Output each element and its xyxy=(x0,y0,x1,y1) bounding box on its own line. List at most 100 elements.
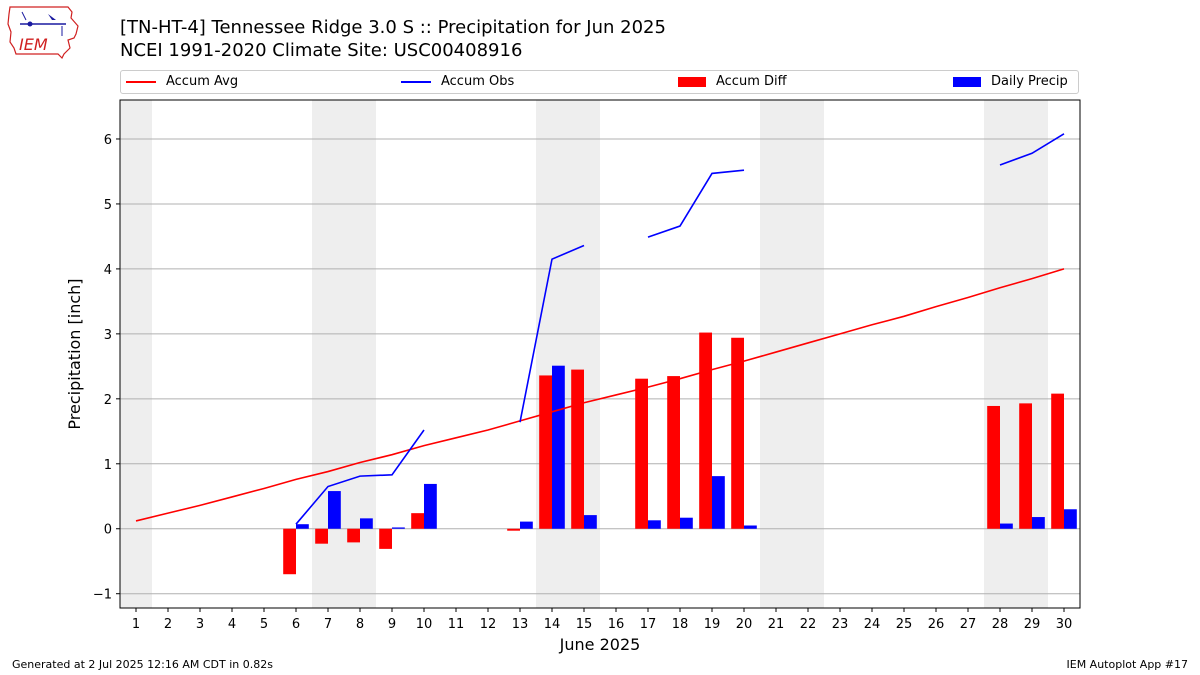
legend-label-accum-avg: Accum Avg xyxy=(166,74,239,89)
x-tick-label-26: 26 xyxy=(928,617,945,632)
x-tick-label-16: 16 xyxy=(608,617,625,632)
chart-title: [TN-HT-4] Tennessee Ridge 3.0 S :: Preci… xyxy=(120,17,666,38)
bar-accum-diff-day-6 xyxy=(283,528,296,575)
x-tick-label-6: 6 xyxy=(292,617,300,632)
bar-accum-diff-day-29 xyxy=(1019,403,1032,529)
x-tick-label-19: 19 xyxy=(704,617,721,632)
x-tick-label-5: 5 xyxy=(260,617,268,632)
line-accum-obs-segment-1 xyxy=(295,429,425,525)
legend-label-accum-diff: Accum Diff xyxy=(716,74,787,89)
bar-daily-precip-day-17 xyxy=(648,520,661,529)
bar-daily-precip-day-18 xyxy=(680,517,693,529)
line-accum-obs-segment-2 xyxy=(519,244,585,423)
legend-item-daily-precip: Daily Precip xyxy=(953,74,1068,89)
bar-daily-precip-day-13 xyxy=(520,521,533,529)
svg-text:IEM: IEM xyxy=(19,35,48,54)
iem-logo: IEM xyxy=(7,6,79,60)
line-accum-avg xyxy=(135,268,1065,522)
x-tick-label-14: 14 xyxy=(544,617,561,632)
x-tick-label-20: 20 xyxy=(736,617,753,632)
y-tick-label-6: 6 xyxy=(104,133,112,148)
weekend-shade-15 xyxy=(568,100,600,608)
x-tick-label-30: 30 xyxy=(1056,617,1073,632)
bar-daily-precip-day-9 xyxy=(392,527,405,529)
x-axis-label: June 2025 xyxy=(559,635,641,654)
x-tick-label-17: 17 xyxy=(640,617,657,632)
weekend-shade-28 xyxy=(984,100,1016,608)
bar-accum-diff-day-28 xyxy=(987,405,1000,529)
legend-swatch-daily-precip xyxy=(953,76,981,87)
y-axis-label: Precipitation [inch] xyxy=(65,278,84,429)
x-tick-label-24: 24 xyxy=(864,617,881,632)
y-tick-label--1: −1 xyxy=(93,588,112,603)
bar-daily-precip-day-7 xyxy=(328,491,341,529)
bar-accum-diff-day-13 xyxy=(507,528,520,531)
y-tick-label-4: 4 xyxy=(104,263,112,278)
weekend-shade-22 xyxy=(792,100,824,608)
weekend-shade-29 xyxy=(1016,100,1048,608)
bar-accum-diff-day-14 xyxy=(539,375,552,529)
chart-subtitle: NCEI 1991-2020 Climate Site: USC00408916 xyxy=(120,40,523,61)
bar-daily-precip-day-19 xyxy=(712,476,725,529)
axes-frame xyxy=(119,99,1081,609)
bar-daily-precip-day-30 xyxy=(1064,509,1077,529)
x-tick-label-29: 29 xyxy=(1024,617,1041,632)
weekend-shade-14 xyxy=(536,100,568,608)
bar-daily-precip-day-10 xyxy=(424,483,437,529)
legend-swatch-accum-avg xyxy=(126,80,156,83)
bar-accum-diff-day-30 xyxy=(1051,393,1064,529)
legend-item-accum-diff: Accum Diff xyxy=(678,74,787,89)
legend-item-accum-avg: Accum Avg xyxy=(126,74,238,89)
x-tick-label-22: 22 xyxy=(800,617,817,632)
x-tick-label-18: 18 xyxy=(672,617,689,632)
x-tick-label-13: 13 xyxy=(512,617,529,632)
bar-accum-diff-day-17 xyxy=(635,378,648,529)
x-tick-label-8: 8 xyxy=(356,617,364,632)
bar-accum-diff-day-19 xyxy=(699,332,712,529)
line-accum-obs-segment-3 xyxy=(647,169,745,238)
line-accum-obs-segment-4 xyxy=(999,133,1065,166)
y-tick-label-2: 2 xyxy=(104,393,112,408)
footer-app: IEM Autoplot App #17 xyxy=(1066,658,1189,671)
x-tick-label-2: 2 xyxy=(164,617,172,632)
x-tick-label-1: 1 xyxy=(132,617,140,632)
x-tick-label-3: 3 xyxy=(196,617,204,632)
legend-label-accum-obs: Accum Obs xyxy=(441,74,515,89)
bar-accum-diff-day-15 xyxy=(571,369,584,529)
bar-accum-diff-day-7 xyxy=(315,528,328,544)
bar-daily-precip-day-15 xyxy=(584,515,597,529)
x-tick-label-28: 28 xyxy=(992,617,1009,632)
y-tick-label-3: 3 xyxy=(104,328,112,343)
bar-accum-diff-day-9 xyxy=(379,528,392,549)
y-tick-label-5: 5 xyxy=(104,198,112,213)
legend-swatch-accum-diff xyxy=(678,76,706,87)
x-tick-label-23: 23 xyxy=(832,617,849,632)
bar-daily-precip-day-6 xyxy=(296,524,309,529)
x-tick-label-7: 7 xyxy=(324,617,332,632)
footer-generated: Generated at 2 Jul 2025 12:16 AM CDT in … xyxy=(12,658,273,671)
x-tick-label-10: 10 xyxy=(416,617,433,632)
legend-label-daily-precip: Daily Precip xyxy=(991,74,1068,89)
chart-legend: Accum Avg Accum Obs Accum Diff Daily Pre… xyxy=(120,70,1079,94)
x-tick-label-15: 15 xyxy=(576,617,593,632)
weekend-shade-21 xyxy=(760,100,792,608)
x-tick-label-4: 4 xyxy=(228,617,236,632)
x-tick-label-27: 27 xyxy=(960,617,977,632)
x-tick-label-12: 12 xyxy=(480,617,497,632)
bar-accum-diff-day-8 xyxy=(347,528,360,543)
y-tick-label-1: 1 xyxy=(104,458,112,473)
x-tick-label-21: 21 xyxy=(768,617,785,632)
y-tick-label-0: 0 xyxy=(104,523,112,538)
x-tick-label-25: 25 xyxy=(896,617,913,632)
x-tick-label-11: 11 xyxy=(448,617,465,632)
x-tick-label-9: 9 xyxy=(388,617,396,632)
bar-daily-precip-day-20 xyxy=(744,525,757,529)
weekend-shade-1 xyxy=(120,100,152,608)
bar-accum-diff-day-18 xyxy=(667,376,680,529)
bar-daily-precip-day-8 xyxy=(360,518,373,529)
bar-daily-precip-day-29 xyxy=(1032,517,1045,529)
legend-item-accum-obs: Accum Obs xyxy=(401,74,514,89)
bar-accum-diff-day-20 xyxy=(731,337,744,529)
bar-daily-precip-day-28 xyxy=(1000,523,1013,529)
